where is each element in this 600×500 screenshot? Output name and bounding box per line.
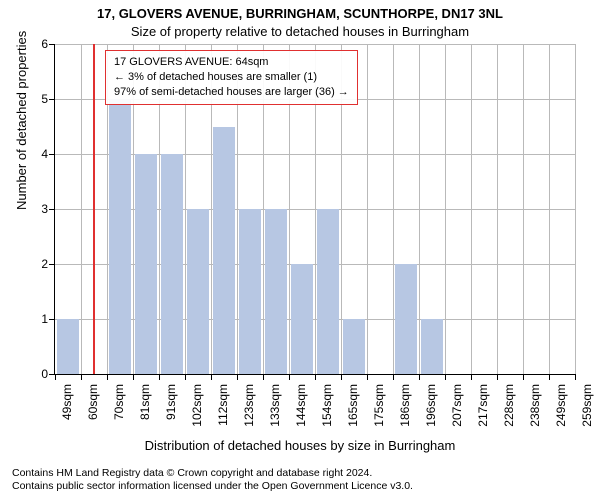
x-tick-label: 112sqm [216,384,230,444]
annotation-line: ← 3% of detached houses are smaller (1) [114,70,349,85]
x-tick-label: 102sqm [190,384,204,444]
x-tick-label: 123sqm [242,384,256,444]
footer-line-1: Contains HM Land Registry data © Crown c… [12,467,413,481]
gridline-v [497,44,498,374]
annotation-box: 17 GLOVERS AVENUE: 64sqm← 3% of detached… [105,50,358,105]
x-tick-label: 144sqm [294,384,308,444]
x-tick-label: 165sqm [346,384,360,444]
x-tick-label: 91sqm [164,384,178,444]
gridline-v [445,44,446,374]
x-tick [81,374,82,380]
gridline-v [367,44,368,374]
y-tick-label: 5 [8,92,48,106]
y-tick [49,154,55,155]
histogram-bar [109,99,132,374]
y-tick [49,264,55,265]
x-tick [237,374,238,380]
y-tick [49,99,55,100]
y-tick [49,44,55,45]
x-tick [549,374,550,380]
histogram-bar [57,319,80,374]
histogram-bar [161,154,184,374]
footer-attribution: Contains HM Land Registry data © Crown c… [12,467,413,494]
histogram-bar [265,209,288,374]
x-tick-label: 154sqm [320,384,334,444]
x-tick-label: 207sqm [450,384,464,444]
x-tick-label: 259sqm [580,384,594,444]
x-tick-label: 81sqm [138,384,152,444]
x-tick [575,374,576,380]
marker-line [93,44,95,374]
x-tick [497,374,498,380]
annotation-line: 97% of semi-detached houses are larger (… [114,85,349,100]
histogram-bar [239,209,262,374]
y-tick-label: 6 [8,37,48,51]
gridline-v [81,44,82,374]
x-tick [341,374,342,380]
x-tick-label: 217sqm [476,384,490,444]
histogram-bar [135,154,158,374]
x-tick-label: 249sqm [554,384,568,444]
histogram-bar [421,319,444,374]
x-tick [445,374,446,380]
histogram-bar [187,209,210,374]
y-tick-label: 3 [8,202,48,216]
y-tick [49,319,55,320]
histogram-bar [343,319,366,374]
y-tick-label: 4 [8,147,48,161]
y-axis-title: Number of detached properties [14,31,29,210]
x-tick [263,374,264,380]
x-tick-label: 70sqm [112,384,126,444]
x-tick [185,374,186,380]
chart-title-sub: Size of property relative to detached ho… [0,24,600,39]
x-tick [133,374,134,380]
plot-area: 17 GLOVERS AVENUE: 64sqm← 3% of detached… [54,44,575,375]
x-tick [393,374,394,380]
x-tick-label: 186sqm [398,384,412,444]
x-tick [159,374,160,380]
histogram-bar [291,264,314,374]
gridline-v [523,44,524,374]
chart-container: 17, GLOVERS AVENUE, BURRINGHAM, SCUNTHOR… [0,0,600,500]
gridline-v [575,44,576,374]
gridline-v [471,44,472,374]
y-tick [49,209,55,210]
x-tick-label: 49sqm [60,384,74,444]
chart-title-main: 17, GLOVERS AVENUE, BURRINGHAM, SCUNTHOR… [0,6,600,21]
x-tick-label: 196sqm [424,384,438,444]
x-tick [289,374,290,380]
gridline-v [549,44,550,374]
x-tick-label: 238sqm [528,384,542,444]
x-tick [107,374,108,380]
y-tick-label: 2 [8,257,48,271]
histogram-bar [395,264,418,374]
x-tick-label: 133sqm [268,384,282,444]
annotation-line: 17 GLOVERS AVENUE: 64sqm [114,55,349,70]
x-tick [367,374,368,380]
y-tick-label: 0 [8,367,48,381]
histogram-bar [317,209,340,374]
footer-line-2: Contains public sector information licen… [12,480,413,494]
x-tick [419,374,420,380]
x-tick [471,374,472,380]
x-tick-label: 228sqm [502,384,516,444]
y-tick-label: 1 [8,312,48,326]
x-tick [55,374,56,380]
x-tick [315,374,316,380]
x-tick [211,374,212,380]
histogram-bar [213,127,236,375]
x-axis-title: Distribution of detached houses by size … [0,438,600,453]
x-tick-label: 175sqm [372,384,386,444]
x-tick-label: 60sqm [86,384,100,444]
x-tick [523,374,524,380]
